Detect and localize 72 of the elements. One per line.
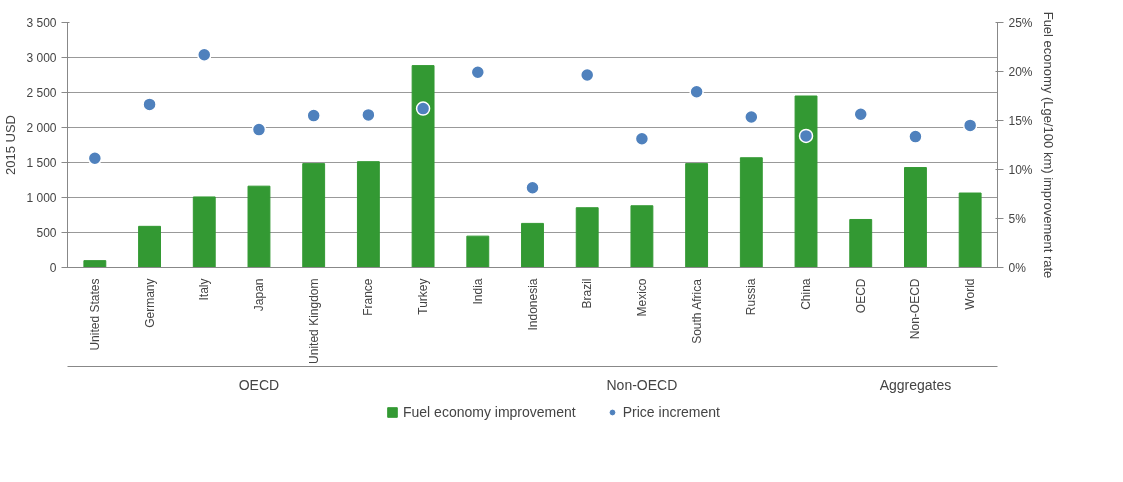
y-tick-label: 500 — [36, 225, 57, 240]
bar — [83, 260, 107, 268]
x-tick-label: World — [963, 278, 978, 310]
text: Non-OECD — [606, 376, 678, 393]
point — [197, 47, 212, 62]
bar — [904, 167, 927, 268]
x-tick-label: India — [470, 278, 485, 305]
x-tick-label: United States — [87, 278, 102, 351]
x-tick-label: Russia — [744, 278, 759, 316]
point — [853, 106, 868, 122]
x-tick-label: China — [799, 278, 814, 310]
bar — [138, 225, 161, 268]
x-tick-label: Indonesia — [525, 278, 540, 331]
point — [579, 67, 595, 83]
y2-tick-label: 20% — [1008, 64, 1033, 79]
y-axis-title: 2015 USD — [3, 115, 19, 175]
y2-axis-title: Fuel economy (Lge/100 km) improvement rate — [1040, 11, 1056, 279]
x-tick-label: Italy — [197, 278, 212, 301]
x-tick-label: Germany — [142, 278, 157, 328]
point — [361, 107, 376, 123]
bar — [466, 235, 490, 268]
bar — [192, 196, 216, 268]
point — [798, 128, 814, 144]
text: OECD — [238, 376, 280, 393]
legend-label: Price increment — [622, 404, 721, 420]
y2-tick-label: 10% — [1008, 162, 1033, 177]
point — [470, 64, 486, 80]
x-tick-label: Japan — [251, 278, 266, 312]
x-tick-label: South Africa — [689, 278, 704, 344]
point — [87, 151, 103, 166]
point — [251, 122, 267, 137]
point — [415, 101, 431, 116]
bar — [685, 163, 709, 268]
x-tick-label: Non-OECD — [908, 278, 923, 340]
legend-label: Fuel economy improvement — [402, 404, 576, 420]
x-tick-label: United Kingdom — [306, 278, 321, 364]
bar — [575, 207, 599, 268]
text: Aggregates — [879, 376, 952, 393]
bar — [411, 65, 435, 268]
bar — [247, 185, 271, 268]
y-tick-label: 0 — [49, 260, 57, 275]
y-tick-label: 2 000 — [26, 120, 57, 135]
y2-tick-label: 15% — [1008, 113, 1033, 128]
bar — [958, 192, 982, 268]
point — [689, 84, 704, 100]
y2-tick-label: 25% — [1008, 15, 1033, 30]
y2-tick-label: 0% — [1008, 260, 1027, 275]
y-tick-label: 1 500 — [26, 155, 57, 170]
bar — [302, 163, 326, 268]
point — [525, 180, 540, 195]
y-tick-label: 2 500 — [26, 85, 57, 100]
bar — [356, 161, 380, 268]
point — [306, 108, 321, 123]
bar — [521, 222, 544, 268]
x-tick-label: Turkey — [416, 278, 431, 315]
x-tick-label: OECD — [853, 278, 868, 314]
point — [744, 109, 759, 125]
y-tick-label: 1 000 — [26, 190, 57, 205]
point — [908, 129, 923, 144]
point — [142, 97, 157, 112]
point — [962, 118, 978, 133]
bar — [849, 218, 873, 268]
bar — [739, 157, 763, 268]
bar — [794, 95, 818, 268]
x-tick-label: Mexico — [634, 278, 649, 317]
bar — [630, 205, 654, 268]
y2-tick-label: 5% — [1008, 211, 1027, 226]
x-tick-label: Brazil — [580, 278, 595, 309]
x-tick-label: France — [361, 278, 376, 316]
y-tick-label: 3 000 — [26, 50, 57, 65]
y-tick-label: 3 500 — [26, 15, 57, 30]
point — [634, 131, 650, 146]
